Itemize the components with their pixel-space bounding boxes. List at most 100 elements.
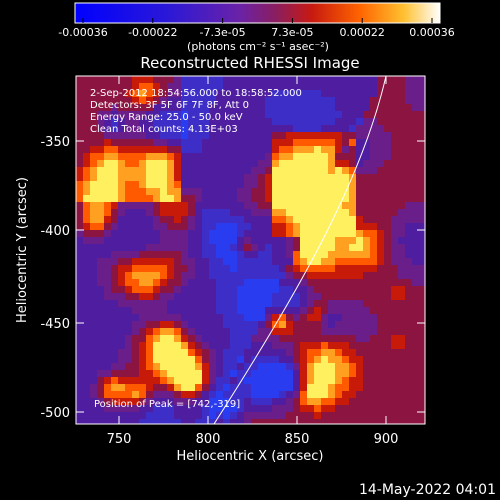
image-pixel	[349, 342, 356, 349]
image-pixel	[244, 300, 251, 307]
image-pixel	[139, 160, 146, 167]
image-pixel	[104, 370, 111, 377]
image-pixel	[160, 405, 167, 412]
image-pixel	[146, 160, 153, 167]
image-pixel	[307, 342, 314, 349]
image-pixel	[104, 251, 111, 258]
image-pixel	[111, 132, 118, 139]
image-pixel	[76, 363, 83, 370]
image-pixel	[167, 104, 174, 111]
image-pixel	[286, 398, 293, 405]
image-pixel	[363, 314, 370, 321]
image-pixel	[209, 202, 216, 209]
image-pixel	[174, 160, 181, 167]
image-pixel	[188, 209, 195, 216]
image-pixel	[258, 202, 265, 209]
image-pixel	[363, 97, 370, 104]
image-pixel	[90, 377, 97, 384]
image-pixel	[342, 125, 349, 132]
image-pixel	[272, 286, 279, 293]
image-pixel	[202, 139, 209, 146]
image-pixel	[363, 174, 370, 181]
image-pixel	[377, 279, 384, 286]
image-pixel	[153, 265, 160, 272]
image-pixel	[251, 83, 258, 90]
image-pixel	[258, 97, 265, 104]
image-pixel	[384, 174, 391, 181]
image-pixel	[356, 405, 363, 412]
image-pixel	[167, 216, 174, 223]
image-pixel	[265, 195, 272, 202]
image-pixel	[146, 76, 153, 83]
image-pixel	[356, 300, 363, 307]
image-pixel	[188, 419, 195, 424]
image-pixel	[76, 181, 83, 188]
image-pixel	[97, 202, 104, 209]
image-pixel	[328, 342, 335, 349]
plot-frame	[75, 75, 426, 425]
image-pixel	[188, 349, 195, 356]
image-pixel	[300, 419, 307, 424]
image-pixel	[363, 279, 370, 286]
image-pixel	[293, 398, 300, 405]
image-pixel	[188, 90, 195, 97]
image-pixel	[223, 251, 230, 258]
image-pixel	[83, 349, 90, 356]
image-pixel	[363, 321, 370, 328]
image-pixel	[90, 251, 97, 258]
image-pixel	[349, 216, 356, 223]
image-pixel	[111, 314, 118, 321]
image-pixel	[251, 202, 258, 209]
image-pixel	[370, 377, 377, 384]
image-pixel	[314, 118, 321, 125]
image-pixel	[321, 314, 328, 321]
image-pixel	[328, 251, 335, 258]
image-pixel	[76, 412, 83, 419]
image-pixel	[363, 188, 370, 195]
image-pixel	[90, 195, 97, 202]
image-pixel	[265, 216, 272, 223]
image-pixel	[153, 188, 160, 195]
image-pixel	[90, 356, 97, 363]
image-pixel	[174, 272, 181, 279]
image-pixel	[230, 146, 237, 153]
image-pixel	[244, 202, 251, 209]
image-pixel	[83, 286, 90, 293]
colorbar-tick-labels: -0.00036 -0.00022 -7.3e-05 7.3e-05 0.00022 0.…	[58, 26, 454, 39]
image-pixel	[230, 363, 237, 370]
image-pixel	[83, 405, 90, 412]
image-pixel	[363, 398, 370, 405]
image-pixel	[216, 125, 223, 132]
image-pixel	[300, 104, 307, 111]
image-pixel	[412, 104, 419, 111]
image-pixel	[90, 202, 97, 209]
image-pixel	[237, 76, 244, 83]
image-pixel	[321, 104, 328, 111]
image-pixel	[118, 328, 125, 335]
image-pixel	[230, 132, 237, 139]
image-pixel	[412, 349, 419, 356]
image-pixel	[230, 167, 237, 174]
image-pixel	[139, 419, 146, 424]
image-pixel	[335, 405, 342, 412]
image-pixel	[188, 223, 195, 230]
image-pixel	[419, 181, 425, 188]
image-pixel	[216, 223, 223, 230]
image-pixel	[174, 167, 181, 174]
image-pixel	[139, 335, 146, 342]
image-pixel	[202, 223, 209, 230]
image-pixel	[335, 328, 342, 335]
image-pixel	[251, 90, 258, 97]
image-pixel	[237, 349, 244, 356]
image-pixel	[90, 286, 97, 293]
image-pixel	[314, 83, 321, 90]
image-pixel	[370, 328, 377, 335]
image-pixel	[377, 356, 384, 363]
image-pixel	[174, 223, 181, 230]
image-pixel	[167, 76, 174, 83]
image-pixel	[111, 251, 118, 258]
image-pixel	[258, 300, 265, 307]
image-pixel	[335, 181, 342, 188]
image-pixel	[405, 321, 412, 328]
